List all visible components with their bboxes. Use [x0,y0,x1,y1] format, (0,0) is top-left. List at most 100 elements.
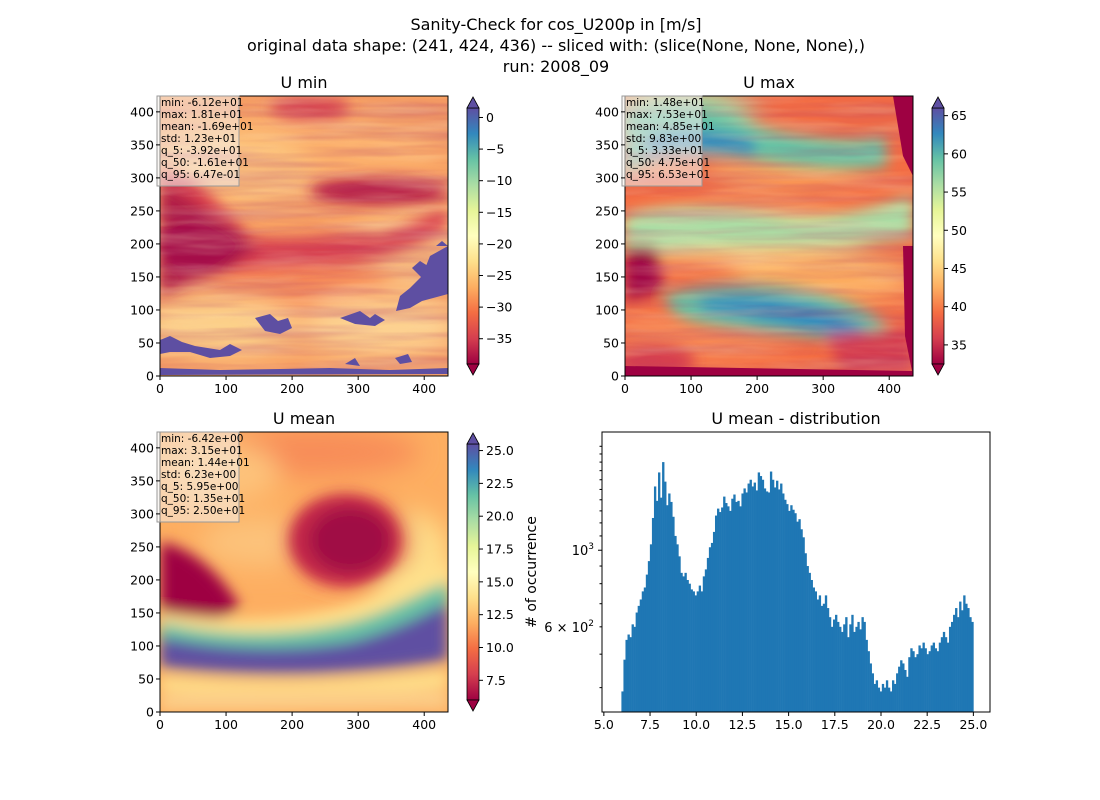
histogram-bar [641,591,645,712]
histogram-bar [706,557,710,712]
histogram-bar [670,501,673,712]
histogram-bar [700,591,704,712]
histogram-bar [837,621,840,712]
histogram-bar [771,479,775,712]
histogram-bar [963,595,966,712]
x-tick-label: 300 [811,381,835,396]
colorbar-tick-label: −10 [486,173,512,188]
histogram-bar [940,637,944,712]
colorbar-extend-min [466,699,480,712]
colorbar-tick-label: 10.0 [486,640,514,655]
histogram-bar [800,529,803,712]
x-tick-label: 17.5 [821,717,849,732]
colorbar-extend-min [466,363,480,376]
panel-u-max-title: U max [743,73,795,92]
colorbar-gradient [466,443,480,701]
stat-line: max: 3.15e+01 [161,445,243,457]
y-tick-label: 150 [595,269,619,284]
histogram-bar [755,490,759,712]
colorbar-gradient [466,107,480,365]
x-tick-label: 20.0 [867,717,895,732]
histogram-bar [814,591,818,712]
x-tick-label: 300 [346,717,370,732]
histogram-bar [635,612,638,712]
x-tick-label: 400 [877,381,901,396]
histogram-bar [934,648,938,712]
histogram-bar [639,599,643,712]
stat-line: std: 9.83e+00 [626,133,701,145]
colorbar-extend-max [466,96,480,109]
histogram-bar [761,479,765,712]
histogram-bar [786,504,789,712]
histogram-bar [871,673,874,712]
histogram-bar [855,626,858,712]
histogram-bar [780,483,783,712]
histogram-bar [849,624,852,712]
y-tick-label-exponent: 3 [588,542,594,552]
histogram-bar [676,544,679,712]
colorbar-tick-label: 50 [951,223,967,238]
colorbar-extend-max [466,432,480,445]
colorbar-tick-label: 20.0 [486,509,514,524]
stat-line: mean: 1.44e+01 [161,457,250,469]
histogram-bar [953,614,956,712]
histogram-bar [957,617,960,712]
histogram-bar [910,648,913,712]
histogram-bar [967,608,970,712]
histogram-bar [859,629,862,712]
stat-line: mean: -1.69e+01 [161,121,253,133]
stat-line: std: 6.23e+00 [161,469,236,481]
histogram-bar [749,479,752,712]
histogram-bar [877,687,881,712]
histogram-bar [959,601,962,712]
y-tick-label: 100 [595,302,619,317]
histogram-bar [757,472,761,712]
histogram-bar [867,651,870,712]
y-tick-label: 350 [130,137,154,152]
histogram-bar [696,591,700,712]
histogram-bar [916,654,919,712]
colorbar-u-max: 35 40 45 50 55 60 65 [931,96,967,376]
histogram-bar [936,651,940,712]
histogram-bar [765,491,769,712]
stat-line: mean: 4.85e+01 [626,121,715,133]
histogram-bar [743,488,746,712]
colorbar-tick-label: 35 [951,337,967,352]
histogram-bar [847,637,850,712]
x-tick-label: 0 [621,381,629,396]
y-tick-label: 0 [146,369,154,384]
histogram-bar [788,510,791,712]
histogram-bar [794,513,797,712]
x-tick-label: 0 [156,381,164,396]
stats-box-u-mean: min: -6.42e+00 max: 3.15e+01 mean: 1.44e… [156,431,250,523]
y-tick-label: 50 [138,671,154,686]
colorbar-extend-min [931,363,945,376]
stat-line: q_95: 6.53e+01 [626,169,710,181]
colorbar-tick-label: 12.5 [486,607,514,622]
histogram-bar [841,631,844,712]
stat-line: q_95: 6.47e-01 [161,169,240,181]
x-tick-label: 200 [280,381,304,396]
y-tick-label: 400 [130,440,154,455]
histogram-bar [627,634,630,712]
y-tick-label: 250 [130,203,154,218]
histogram-bar [651,517,655,712]
histogram-bar [692,591,695,712]
histogram-bar [828,617,832,712]
histogram-bar [690,589,693,712]
y-tick-label: 350 [130,473,154,488]
histogram-bar [739,506,742,712]
stats-box-u-min: min: -6.12e+01 max: 1.81e+01 mean: -1.69… [156,95,253,187]
histogram-bar [759,476,763,712]
y-tick-label: 200 [595,236,619,251]
y-tick-label: 250 [595,203,619,218]
histogram-bar [694,595,697,712]
histogram-bar [796,521,799,712]
histogram-bar [672,516,675,712]
stat-line: q_50: 1.35e+01 [161,493,245,505]
histogram-bar [881,683,885,712]
histogram-bar [721,507,724,712]
histogram-bar [798,519,801,712]
histogram: 5.0 7.5 10.0 12.5 15.0 17.5 20.0 22.5 25.0 103 6 ×… [544,431,991,732]
histogram-bar [649,544,653,712]
